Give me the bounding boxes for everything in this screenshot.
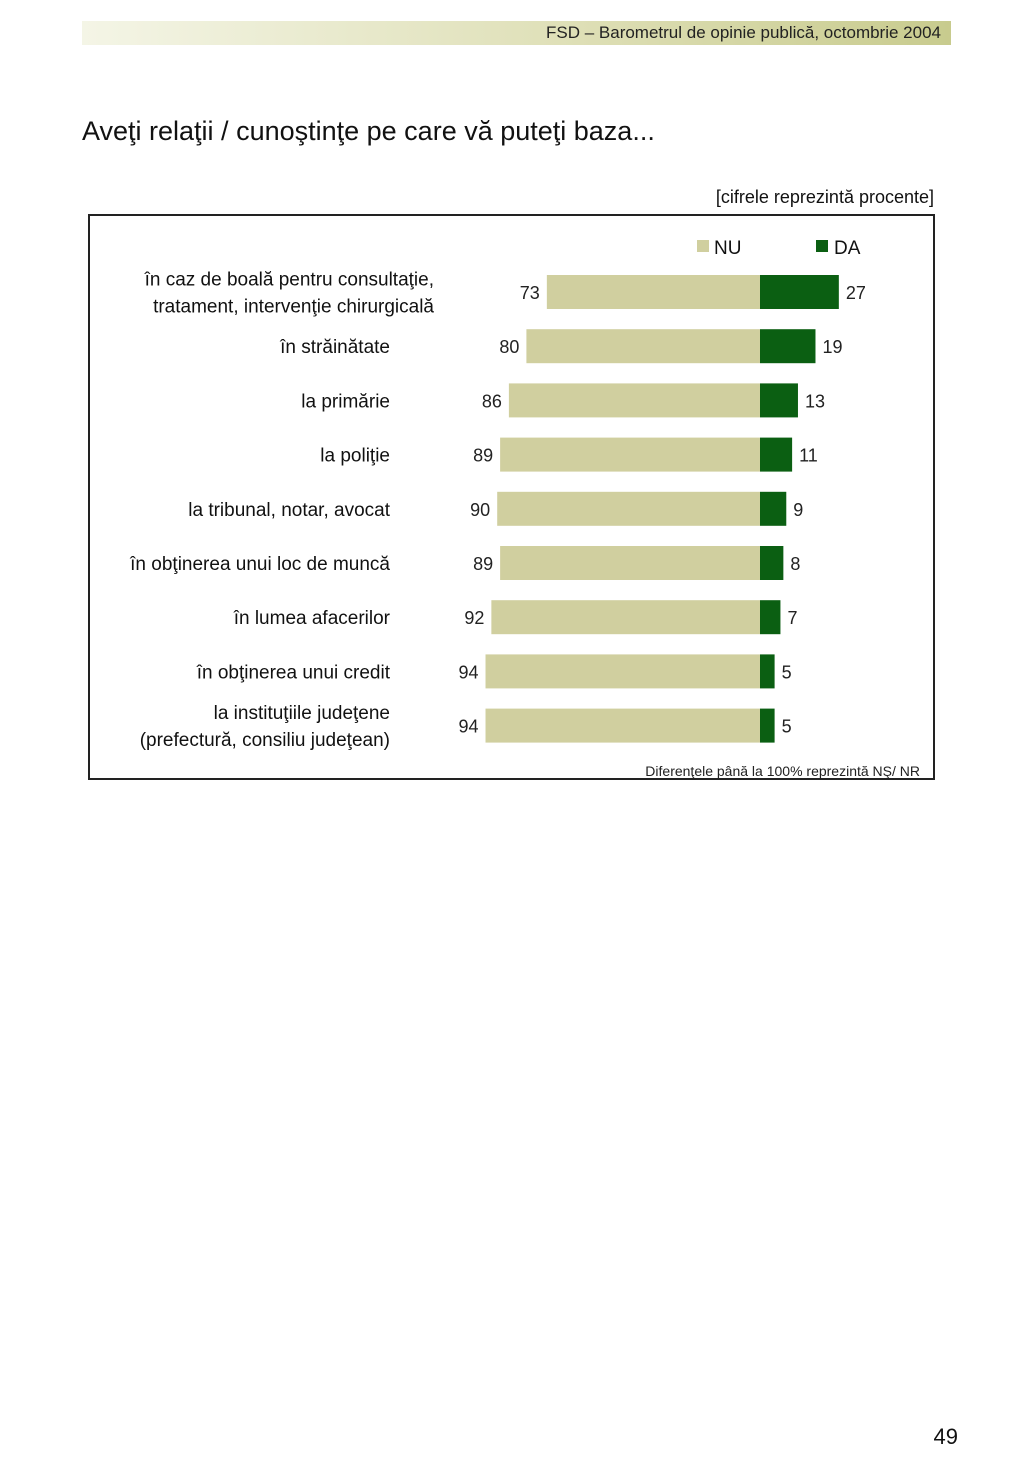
bar-da	[760, 600, 781, 635]
bar-da	[760, 491, 787, 526]
header-bar: FSD – Barometrul de opinie publică, octo…	[82, 21, 951, 45]
page-title: Aveţi relaţii / cunoştinţe pe care vă pu…	[82, 116, 655, 146]
category-label: la tribunal, notar, avocat	[188, 500, 390, 521]
chart-frame	[88, 214, 935, 780]
data-label-da: 11	[799, 446, 818, 466]
data-label-da: 5	[782, 662, 792, 682]
legend-swatch-nu	[697, 240, 709, 252]
chart: în caz de boală pentru consultaţie, trata…	[129, 238, 920, 779]
legend-label-nu: NU	[714, 238, 741, 259]
page-number: 49	[933, 1424, 958, 1449]
data-label-nu: 94	[458, 662, 478, 682]
data-label-nu: 92	[464, 608, 484, 628]
data-label-da: 8	[790, 554, 800, 574]
bar-da	[760, 708, 775, 743]
legend-label-da: DA	[834, 238, 861, 259]
data-label-nu: 94	[458, 717, 478, 737]
bar-da	[760, 437, 793, 472]
unit-note: [cifrele reprezintă procente]	[715, 187, 934, 207]
data-label-da: 9	[793, 500, 803, 520]
data-label-da: 13	[805, 391, 825, 411]
data-label-nu: 90	[470, 500, 490, 520]
bar-nu	[485, 708, 760, 743]
data-label-da: 19	[822, 337, 842, 357]
bar-nu	[526, 329, 760, 364]
category-label: la primărie	[301, 391, 390, 412]
category-label: la poliţie	[320, 446, 390, 467]
bar-nu	[485, 654, 760, 689]
data-label-nu: 89	[473, 554, 493, 574]
category-label: în obţinerea unui loc de muncă	[129, 554, 390, 575]
data-label-nu: 89	[473, 446, 493, 466]
category-label: în străinătate	[279, 337, 390, 358]
data-label-nu: 73	[520, 283, 540, 303]
category-label: în caz de boală pentru consultaţie,	[144, 270, 434, 291]
bar-da	[760, 329, 816, 364]
bar-da	[760, 654, 775, 689]
data-label-da: 5	[782, 717, 792, 737]
bar-da	[760, 275, 839, 309]
category-label: (prefectură, consiliu judeţean)	[140, 730, 390, 751]
category-label: tratament, intervenţie chirurgicală	[153, 297, 434, 318]
bar-nu	[500, 437, 760, 472]
legend-swatch-da	[816, 240, 828, 252]
data-label-da: 27	[846, 283, 866, 303]
data-label-nu: 80	[499, 337, 519, 357]
bar-nu	[500, 546, 760, 580]
data-label-da: 7	[787, 608, 797, 628]
category-label: în lumea afacerilor	[233, 608, 391, 629]
header-text: FSD – Barometrul de opinie publică, octo…	[546, 23, 941, 42]
bar-nu	[508, 383, 760, 418]
bar-da	[760, 546, 784, 580]
bar-nu	[497, 491, 760, 526]
category-label: în obţinerea unui credit	[196, 662, 391, 683]
data-label-nu: 86	[482, 391, 502, 411]
bar-nu	[546, 275, 760, 309]
bar-da	[760, 383, 798, 418]
category-label: la instituţiile judeţene	[214, 703, 390, 724]
bar-nu	[491, 600, 760, 635]
chart-footnote: Diferenţele până la 100% reprezintă NŞ/ …	[645, 763, 920, 779]
